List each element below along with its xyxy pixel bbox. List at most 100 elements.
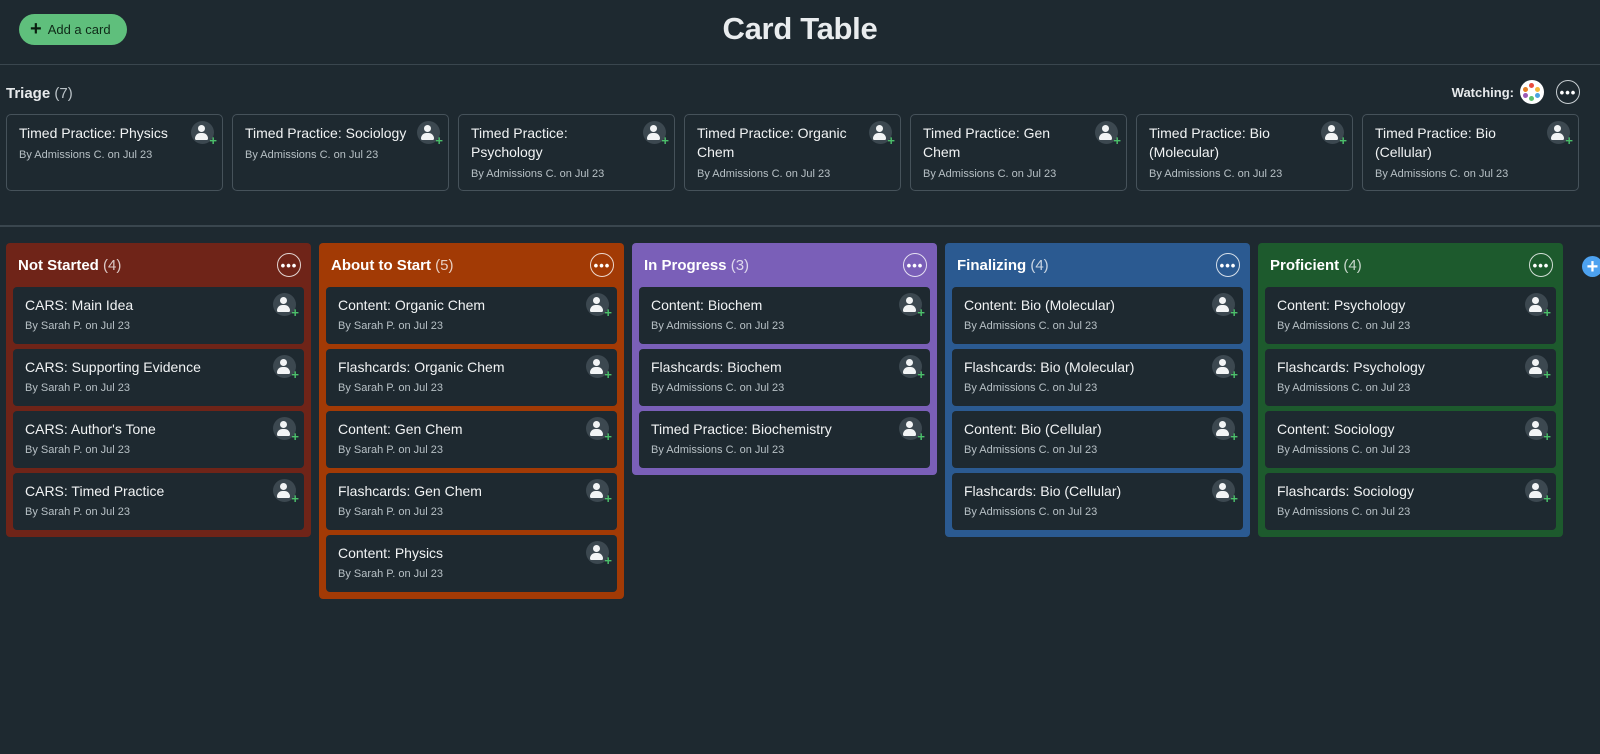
- card[interactable]: Flashcards: Gen Chem By Sarah P. on Jul 2…: [326, 473, 617, 530]
- assign-person-icon[interactable]: +: [1525, 417, 1551, 444]
- person-body: [873, 133, 886, 140]
- column-count: (3): [730, 256, 750, 274]
- assign-person-icon[interactable]: +: [273, 417, 299, 443]
- card[interactable]: CARS: Main Idea By Sarah P. on Jul 23 +: [13, 287, 304, 344]
- add-plus-icon: +: [604, 429, 612, 444]
- person-body: [277, 429, 290, 436]
- card-meta: By Admissions C. on Jul 23: [964, 320, 1098, 332]
- card-title: Timed Practice: Psychology: [471, 125, 568, 160]
- assign-person-icon[interactable]: +: [273, 355, 299, 381]
- card[interactable]: Content: Psychology By Admissions C. on J…: [1265, 287, 1556, 344]
- add-column-button[interactable]: +: [1582, 256, 1600, 277]
- column-in-progress: In Progress (3) ••• Content: Biochem By Adm…: [632, 243, 937, 475]
- assign-person-icon[interactable]: +: [1095, 121, 1121, 147]
- column-more-button[interactable]: •••: [277, 253, 301, 277]
- triage-card[interactable]: Timed Practice: Gen Chem By Admissions C.…: [910, 114, 1127, 191]
- assign-person-icon[interactable]: +: [191, 121, 217, 148]
- add-plus-icon: +: [291, 305, 299, 320]
- card[interactable]: Flashcards: Biochem By Admissions C. on J…: [639, 349, 930, 406]
- add-card-button[interactable]: + Add a card: [19, 14, 127, 45]
- assign-person-icon[interactable]: +: [1547, 121, 1573, 147]
- card[interactable]: CARS: Author's Tone By Sarah P. on Jul 23…: [13, 411, 304, 468]
- triage-card[interactable]: Timed Practice: Bio (Molecular) By Admiss…: [1136, 114, 1353, 191]
- add-plus-icon: +: [209, 133, 217, 148]
- assign-person-icon[interactable]: +: [1525, 479, 1551, 505]
- card-meta: By Sarah P. on Jul 23: [25, 506, 130, 518]
- card[interactable]: CARS: Timed Practice By Sarah P. on Jul 2…: [13, 473, 304, 530]
- assign-person-icon[interactable]: +: [899, 355, 925, 381]
- add-plus-icon: +: [604, 305, 612, 320]
- card[interactable]: Content: Organic Chem By Sarah P. on Jul …: [326, 287, 617, 344]
- card-title: Flashcards: Gen Chem: [338, 483, 482, 499]
- assign-person-icon[interactable]: +: [1212, 479, 1238, 505]
- add-plus-icon: +: [1230, 367, 1238, 382]
- card[interactable]: Flashcards: Sociology By Admissions C. on…: [1265, 473, 1556, 530]
- card[interactable]: Content: Biochem By Admissions C. on Jul …: [639, 287, 930, 344]
- assign-person-icon[interactable]: +: [1212, 417, 1238, 443]
- card[interactable]: Content: Bio (Molecular) By Admissions C.…: [952, 287, 1243, 344]
- card[interactable]: Flashcards: Organic Chem By Sarah P. on J…: [326, 349, 617, 406]
- person-body: [903, 305, 916, 312]
- assign-person-icon[interactable]: +: [586, 355, 612, 381]
- card[interactable]: Content: Gen Chem By Sarah P. on Jul 23 +: [326, 411, 617, 468]
- triage-card[interactable]: Timed Practice: Bio (Cellular) By Admissi…: [1362, 114, 1579, 191]
- assign-person-icon[interactable]: +: [417, 121, 443, 147]
- assign-person-icon[interactable]: +: [1525, 293, 1551, 319]
- assign-person-icon[interactable]: +: [1212, 293, 1238, 319]
- add-plus-icon: +: [1543, 429, 1551, 444]
- column-cards: Content: Psychology By Admissions C. on J…: [1265, 287, 1556, 530]
- card-meta: By Admissions C. on Jul 23: [964, 506, 1098, 518]
- person-body: [1216, 305, 1229, 312]
- card-title: Content: Gen Chem: [338, 421, 463, 437]
- card[interactable]: CARS: Supporting Evidence By Sarah P. on …: [13, 349, 304, 406]
- assign-person-icon[interactable]: +: [586, 293, 612, 320]
- assign-person-icon[interactable]: +: [1212, 355, 1238, 382]
- card[interactable]: Content: Bio (Cellular) By Admissions C. …: [952, 411, 1243, 468]
- card-title: Content: Bio (Cellular): [964, 421, 1102, 437]
- triage-more-button[interactable]: •••: [1556, 80, 1580, 104]
- triage-card[interactable]: Timed Practice: Psychology By Admissions …: [458, 114, 675, 191]
- person-head: [906, 359, 913, 366]
- watcher-avatar[interactable]: [1520, 80, 1544, 104]
- add-plus-icon: +: [291, 491, 299, 506]
- column-cards: Content: Organic Chem By Sarah P. on Jul …: [326, 287, 617, 592]
- person-body: [590, 553, 603, 560]
- assign-person-icon[interactable]: +: [586, 417, 612, 444]
- card[interactable]: Flashcards: Bio (Molecular) By Admissions…: [952, 349, 1243, 406]
- card-title: Content: Psychology: [1277, 297, 1406, 313]
- card[interactable]: Flashcards: Psychology By Admissions C. o…: [1265, 349, 1556, 406]
- card[interactable]: Content: Sociology By Admissions C. on Ju…: [1265, 411, 1556, 468]
- triage-card[interactable]: Timed Practice: Sociology By Admissions C…: [232, 114, 449, 191]
- triage-count: (7): [54, 85, 73, 102]
- person-body: [277, 305, 290, 312]
- card[interactable]: Flashcards: Bio (Cellular) By Admissions …: [952, 473, 1243, 530]
- person-body: [590, 367, 603, 374]
- card[interactable]: Content: Physics By Sarah P. on Jul 23 +: [326, 535, 617, 592]
- column-more-button[interactable]: •••: [1216, 253, 1240, 277]
- assign-person-icon[interactable]: +: [586, 479, 612, 505]
- person-head: [593, 359, 600, 366]
- person-body: [1325, 133, 1338, 140]
- person-body: [590, 429, 603, 436]
- column-more-button[interactable]: •••: [590, 253, 614, 277]
- triage-card[interactable]: Timed Practice: Physics By Admissions C. …: [6, 114, 223, 191]
- triage-card[interactable]: Timed Practice: Organic Chem By Admission…: [684, 114, 901, 191]
- assign-person-icon[interactable]: +: [899, 293, 925, 319]
- assign-person-icon[interactable]: +: [643, 121, 669, 147]
- assign-person-icon[interactable]: +: [1525, 355, 1551, 381]
- assign-person-icon[interactable]: +: [273, 479, 299, 506]
- column-more-button[interactable]: •••: [1529, 253, 1553, 277]
- column-count: (4): [103, 256, 122, 274]
- card[interactable]: Timed Practice: Biochemistry By Admission…: [639, 411, 930, 468]
- card-title: Content: Bio (Molecular): [964, 297, 1115, 313]
- column-header: Not Started (4) •••: [13, 243, 304, 287]
- assign-person-icon[interactable]: +: [1321, 121, 1347, 147]
- column-more-button[interactable]: •••: [903, 253, 927, 277]
- assign-person-icon[interactable]: +: [869, 121, 895, 147]
- card-title: Timed Practice: Bio (Molecular): [1149, 125, 1270, 160]
- assign-person-icon[interactable]: +: [899, 417, 925, 443]
- assign-person-icon[interactable]: +: [586, 541, 612, 567]
- assign-person-icon[interactable]: +: [273, 293, 299, 320]
- person-body: [1529, 305, 1542, 312]
- card-title: Content: Physics: [338, 545, 444, 561]
